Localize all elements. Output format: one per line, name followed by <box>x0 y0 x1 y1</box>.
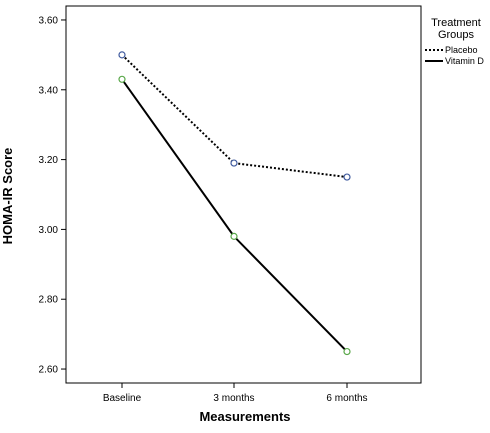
data-point-vitamin-d <box>118 75 126 83</box>
plot-frame <box>65 5 422 384</box>
y-tick-label: 2.60 <box>39 365 59 376</box>
legend-title-line-1: Treatment <box>431 17 481 29</box>
y-tick-label: 3.40 <box>39 85 59 96</box>
data-point-vitamin-d <box>343 347 351 356</box>
data-point-placebo <box>230 159 238 167</box>
y-tick-label: 2.80 <box>39 295 59 306</box>
x-axis-title: Measurements <box>199 409 290 424</box>
legend-title-line-2: Groups <box>438 29 475 41</box>
data-point-vitamin-d <box>230 232 238 240</box>
y-tick-label: 3.60 <box>39 15 59 26</box>
x-axis: Baseline 3 months 6 months <box>103 383 368 404</box>
data-point-placebo <box>118 51 126 59</box>
y-axis: 2.60 2.80 3.00 3.20 3.40 3.60 <box>39 15 66 376</box>
x-tick-label: Baseline <box>103 393 142 404</box>
legend-label-vitamin-d: Vitamin D <box>445 56 484 66</box>
x-tick-label: 3 months <box>213 393 254 404</box>
series-layer <box>118 51 351 356</box>
y-tick-label: 3.00 <box>39 225 59 236</box>
data-point-placebo <box>343 173 351 181</box>
x-tick-label: 6 months <box>326 393 367 404</box>
y-tick-label: 3.20 <box>39 155 59 166</box>
legend-label-placebo: Placebo <box>445 45 478 55</box>
y-axis-title: HOMA-IR Score <box>0 148 15 245</box>
